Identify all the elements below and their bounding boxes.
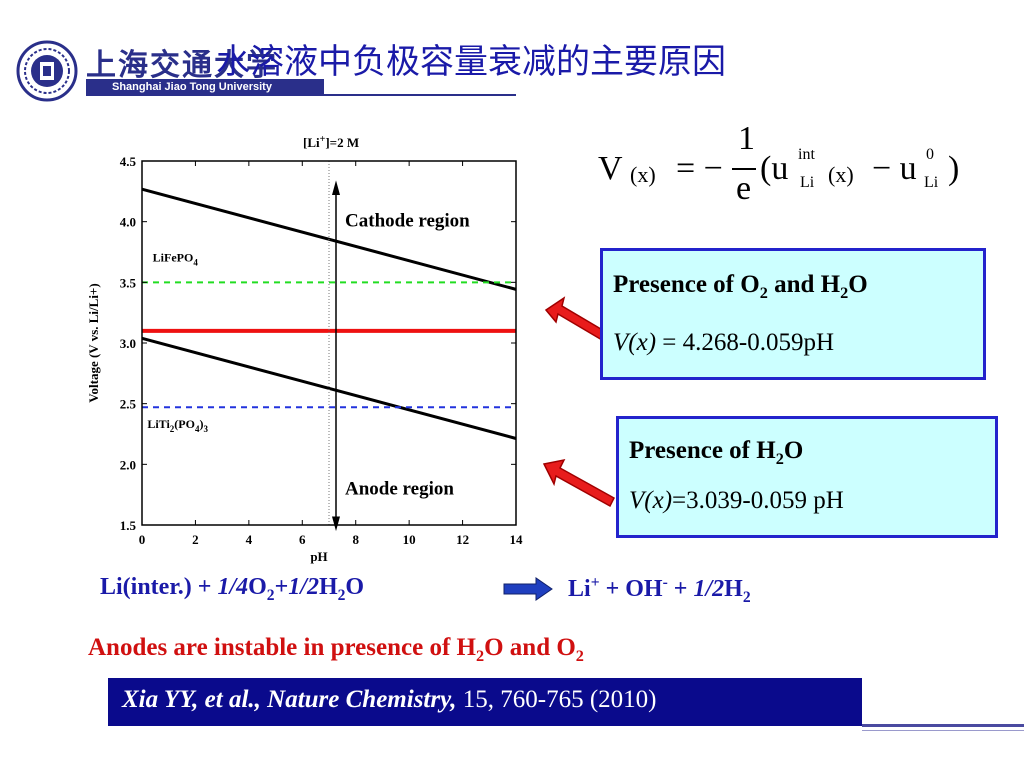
x-tick-label: 2 bbox=[192, 532, 199, 547]
formula-u-int: (u bbox=[760, 150, 789, 187]
chart-title-sup: + bbox=[320, 134, 326, 145]
lifepo4-subscript: 4 bbox=[193, 258, 198, 268]
liti2po43-part: 3 bbox=[203, 424, 208, 434]
chart-title-part: [Li bbox=[303, 135, 320, 150]
y-tick-label: 2.0 bbox=[120, 457, 136, 472]
reference-bar bbox=[108, 678, 862, 726]
formula-v: V bbox=[598, 150, 623, 187]
reaction-lhs: Li(inter.) + 1/4O2+1/2H2O bbox=[100, 574, 365, 604]
footer-line bbox=[862, 724, 1024, 727]
h2o-box-title: Presence of H2O bbox=[629, 437, 804, 468]
voltage-ph-chart: 0 2 4 6 8 10 12 14 1.5 2.0 2.5 3.0 3.5 4.0 4.5 pH Voltag… bbox=[86, 134, 524, 564]
y-tick-label: 3.0 bbox=[120, 336, 136, 351]
formula-sub-li2: Li bbox=[924, 174, 939, 191]
anode-arrowhead bbox=[332, 516, 340, 532]
formula-equals: = − bbox=[676, 150, 723, 187]
x-tick-label: 0 bbox=[139, 532, 146, 547]
university-name-english: Shanghai Jiao Tong University bbox=[112, 81, 272, 93]
x-tick-label: 12 bbox=[456, 532, 469, 547]
o2-h2o-box-title: Presence of O2 and H2O bbox=[613, 271, 868, 302]
formula-numerator: 1 bbox=[738, 120, 755, 157]
y-axis-title: Voltage (V vs. Li/Li+) bbox=[86, 283, 101, 402]
liti2po43-part: LiTi bbox=[147, 417, 170, 431]
liti2po43-part: 4 bbox=[195, 424, 200, 434]
formula-sup-int: int bbox=[798, 146, 815, 163]
red-arrow-lower bbox=[542, 458, 615, 508]
formula-x-arg2: (x) bbox=[828, 162, 854, 187]
voltage-formula: V (x) = − 1 e (u int Li (x) − u 0 Li ) bbox=[592, 118, 992, 226]
y-tick-label: 3.5 bbox=[120, 275, 137, 290]
chart-title-part: ]=2 M bbox=[325, 135, 359, 150]
y-tick-label: 2.5 bbox=[120, 397, 137, 412]
liti2po43-label: LiTi2(PO4)3 bbox=[147, 417, 208, 434]
x-tick-label: 8 bbox=[352, 532, 359, 547]
h2o-condition-box: Presence of H2O V(x)=3.039-0.059 pH bbox=[616, 416, 998, 538]
formula-sub-li: Li bbox=[800, 174, 815, 191]
o2-h2o-condition-box: Presence of O2 and H2O V(x) = 4.268-0.05… bbox=[600, 248, 986, 380]
slide-title: 水溶液中负极容量衰减的主要原因 bbox=[216, 42, 726, 82]
lifepo4-label: LiFePO4 bbox=[153, 251, 199, 268]
header-divider bbox=[324, 94, 516, 96]
x-axis-title: pH bbox=[310, 549, 327, 564]
header-divider-left bbox=[86, 95, 324, 96]
liti2po43-part: ) bbox=[199, 417, 203, 431]
y-tick-label: 4.5 bbox=[120, 154, 137, 169]
formula-minus-u: − u bbox=[872, 150, 917, 187]
x-tick-label: 14 bbox=[510, 532, 524, 547]
o2-h2o-box-equation: V(x) = 4.268-0.059pH bbox=[613, 329, 835, 356]
anode-region-label: Anode region bbox=[345, 479, 454, 500]
formula-denominator: e bbox=[736, 170, 752, 207]
university-name-bar bbox=[86, 79, 324, 95]
x-tick-label: 4 bbox=[246, 532, 253, 547]
h2o-box-equation: V(x)=3.039-0.059 pH bbox=[629, 487, 844, 514]
formula-fraction-bar bbox=[732, 168, 756, 170]
cathode-arrowhead bbox=[332, 180, 340, 195]
footer-line-thin bbox=[862, 730, 1024, 731]
y-tick-label: 1.5 bbox=[120, 518, 137, 533]
university-emblem-icon bbox=[16, 40, 78, 102]
x-tick-label: 6 bbox=[299, 532, 306, 547]
reaction-arrow-icon bbox=[503, 577, 553, 601]
university-name-chinese: 上海交通大学 bbox=[86, 48, 278, 83]
series-line-1 bbox=[141, 336, 517, 440]
cathode-region-label: Cathode region bbox=[345, 211, 470, 232]
formula-close-paren: ) bbox=[948, 150, 960, 187]
reference-citation: Xia YY, et al., Nature Chemistry, 15, 76… bbox=[122, 686, 657, 713]
lifepo4-text: LiFePO bbox=[153, 251, 194, 265]
reaction-rhs: Li+ + OH- + 1/2H2 bbox=[568, 574, 751, 606]
formula-x-arg: (x) bbox=[630, 162, 656, 187]
formula-sup-zero: 0 bbox=[926, 146, 934, 163]
x-tick-label: 10 bbox=[403, 532, 416, 547]
liti2po43-part: (PO bbox=[174, 417, 195, 431]
y-tick-label: 4.0 bbox=[120, 215, 136, 230]
liti2po43-part: 2 bbox=[170, 424, 175, 434]
chart-title: [Li+]=2 M bbox=[303, 134, 359, 150]
anode-instability-statement: Anodes are instable in presence of H2O a… bbox=[88, 634, 584, 665]
